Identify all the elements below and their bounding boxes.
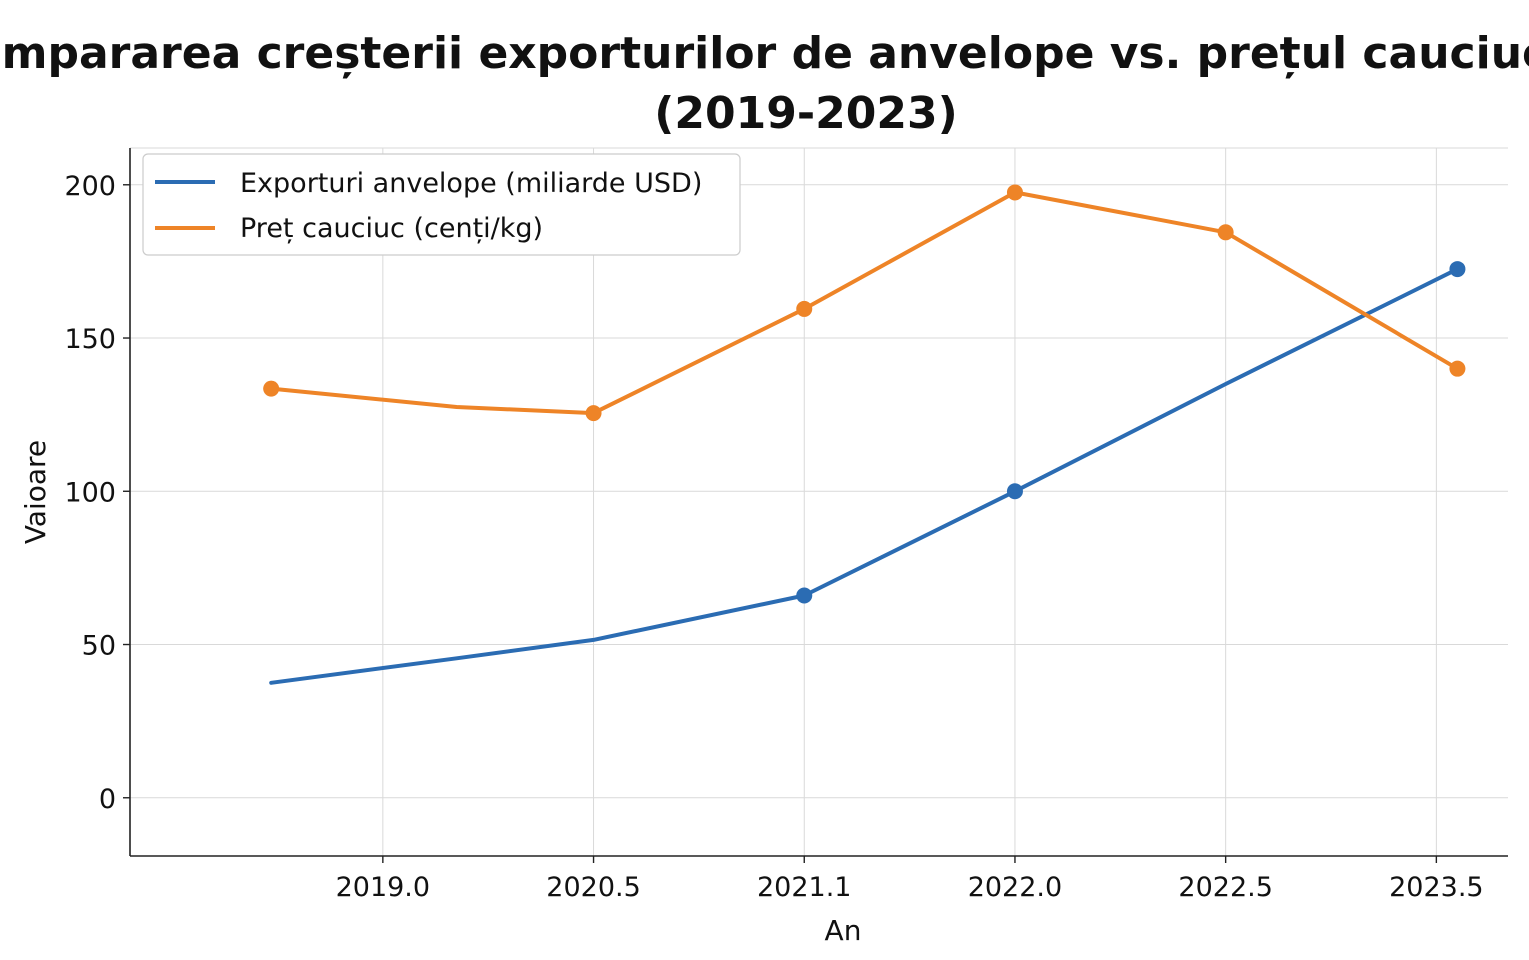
data-point	[796, 300, 813, 317]
data-point	[1006, 483, 1023, 500]
x-tick-label: 2022.5	[1178, 872, 1272, 903]
legend: Exporturi anvelope (miliarde USD) Preț c…	[142, 153, 741, 256]
x-tick-label: 2023.5	[1389, 872, 1483, 903]
x-tick-label: 2020.5	[546, 872, 640, 903]
data-point	[1449, 360, 1466, 377]
data-point	[796, 587, 813, 604]
y-axis-ticks: 0 50 100 150 200	[64, 171, 130, 815]
series-0	[269, 261, 1466, 685]
x-tick-label: 2019.0	[336, 872, 430, 903]
x-tick-label: 2021.1	[757, 872, 851, 903]
data-point	[263, 380, 280, 397]
y-tick-label: 200	[64, 171, 116, 202]
y-tick-label: 50	[82, 631, 116, 662]
series-1	[263, 184, 1466, 422]
legend-label-exports: Exporturi anvelope (miliarde USD)	[240, 168, 702, 199]
x-axis-label: An	[825, 914, 862, 947]
y-tick-label: 0	[99, 784, 116, 815]
series-layer	[263, 184, 1466, 685]
y-tick-label: 150	[64, 324, 116, 355]
x-tick-label: 2022.0	[968, 872, 1062, 903]
y-tick-label: 100	[64, 477, 116, 508]
y-axis-label: Vaioare	[19, 440, 52, 544]
x-axis-ticks: 2019.0 2020.5 2021.1 2022.0 2022.5 2023.5	[336, 856, 1484, 903]
data-point	[585, 405, 602, 422]
chart-title: Compararea creșterii exporturilor de anv…	[0, 28, 1529, 79]
legend-frame	[142, 153, 741, 256]
data-point	[1449, 261, 1466, 278]
chart-subtitle: (2019-2023)	[654, 88, 957, 139]
legend-label-price: Preț cauciuc (cenți/kg)	[240, 213, 543, 244]
data-point	[1217, 224, 1234, 241]
data-point	[1006, 184, 1023, 201]
